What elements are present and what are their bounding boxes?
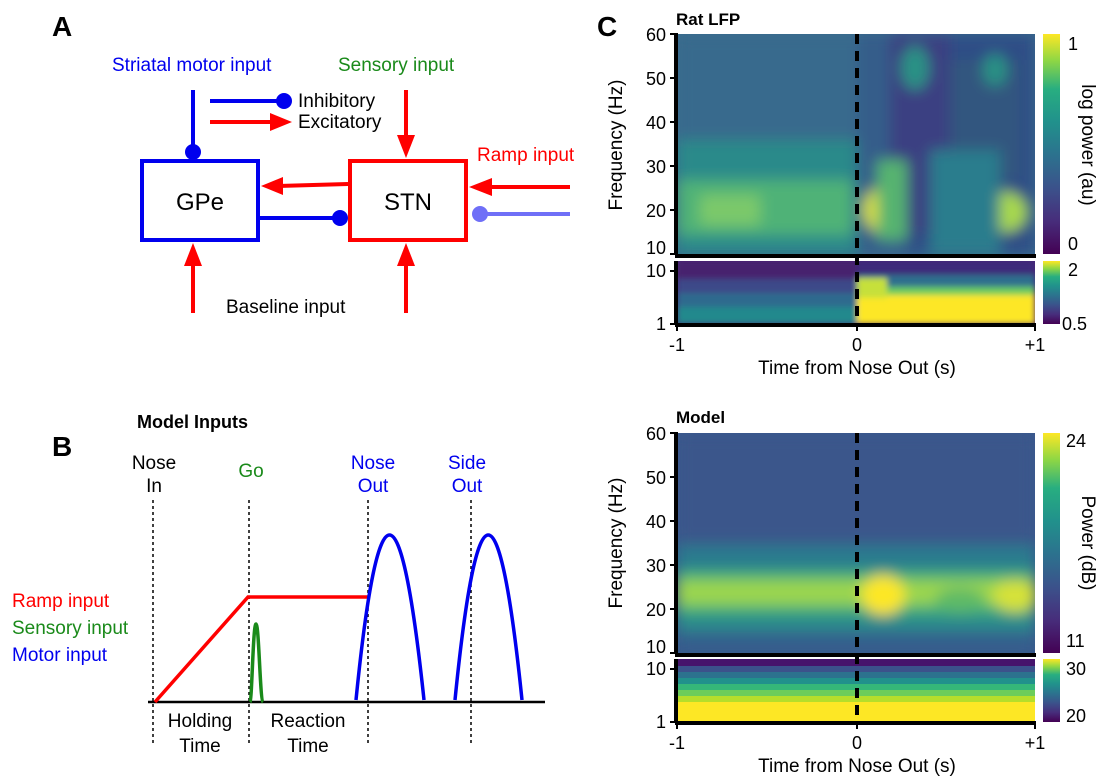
rat-colorbar-upper [1043,34,1060,254]
model-xtick-pos1: +1 [1025,733,1046,753]
rat-xtick-pos1: +1 [1025,335,1046,355]
event-side-out-1: Side [448,453,486,474]
gpe-label: GPe [176,189,224,216]
model-ytick-10: 10 [646,637,666,657]
ramp-input-label: Ramp input [477,145,575,166]
model-xlabel: Time from Nose Out (s) [758,756,956,777]
model-cb-upper-max: 24 [1066,431,1086,451]
rat-cb-lower-min: 0.5 [1062,314,1087,334]
rat-x-ticks [676,325,1036,331]
baseline-input-label: Baseline input [226,297,346,318]
panel-b: B Model Inputs Nose In Go Nose Out Side … [12,412,545,757]
model-colorbar-lower [1043,659,1060,722]
rat-title: Rat LFP [676,10,740,29]
model-ylabel: Frequency (Hz) [606,478,627,609]
ramp-inhibitory-dot [472,206,488,222]
sensory-input-trace [248,622,265,704]
model-upper-heatmap [677,433,1035,653]
model-lower-ytick-10: 10 [646,659,666,679]
baseline-to-gpe-arrowhead [184,243,202,266]
model-cb-lower-max: 30 [1066,659,1086,679]
event-side-out-2: Out [452,476,483,497]
reaction-time-2: Time [287,736,329,757]
event-nose-in-1: Nose [132,453,176,474]
model-ytick-60: 60 [646,424,666,444]
model-y-ticks [670,432,676,723]
panel-a-label: A [52,11,72,42]
rat-colorbar-label: log power (au) [1077,84,1098,205]
panel-c-label: C [597,11,617,42]
model-lower-ytick-1: 1 [656,712,666,732]
ramp-input-trace [153,595,368,704]
motor-input-trace-1 [354,533,426,701]
rat-ytick-20: 20 [646,201,666,221]
legend-motor: Motor input [12,645,108,666]
rat-upper-heatmap [677,34,1035,254]
event-nose-out-1: Nose [351,453,395,474]
rat-xtick-0: 0 [852,335,862,355]
gpe-to-stn-dot [332,210,348,226]
rat-cb-upper-max: 1 [1068,34,1078,54]
rat-lower-ytick-1: 1 [656,314,666,334]
stn-label: STN [384,189,432,216]
model-x-ticks [676,723,1036,729]
rat-ytick-10: 10 [646,238,666,258]
holding-time-2: Time [179,736,221,757]
sensory-to-stn-arrowhead [397,135,415,158]
rat-ytick-30: 30 [646,157,666,177]
sensory-input-label: Sensory input [338,55,455,76]
legend-excitatory-text: Excitatory [298,112,382,133]
model-colorbar-upper [1043,433,1060,653]
reaction-time-1: Reaction [271,711,346,732]
rat-cb-lower-max: 2 [1068,260,1078,280]
gpe-box [140,159,260,242]
inhibitory-legend-dot [276,93,292,109]
event-go: Go [238,461,263,482]
rat-ylabel: Frequency (Hz) [606,80,627,211]
model-cb-upper-min: 11 [1066,631,1085,651]
model-ytick-40: 40 [646,512,666,532]
rat-ytick-60: 60 [646,25,666,45]
excitatory-legend-arrowhead [270,113,292,131]
striatal-to-gpe-dot [185,144,201,160]
model-ytick-50: 50 [646,468,666,488]
rat-xtick-neg1: -1 [669,335,685,355]
model-xtick-0: 0 [852,733,862,753]
panel-c: C Rat LFP [597,10,1098,777]
event-nose-in-2: In [146,476,162,497]
panel-b-label: B [52,431,72,462]
rat-lower-ytick-10: 10 [646,261,666,281]
rat-ytick-40: 40 [646,113,666,133]
motor-input-trace-2 [453,533,524,701]
stn-to-gpe-line [277,182,349,188]
model-xtick-neg1: -1 [669,733,685,753]
event-nose-out-2: Out [358,476,389,497]
model-ytick-20: 20 [646,600,666,620]
holding-time-1: Holding [168,711,232,732]
panel-a: A Striatal motor input Sensory input Ram… [52,11,575,318]
legend-inhibitory-text: Inhibitory [298,91,376,112]
panel-b-title: Model Inputs [137,412,248,432]
rat-cb-upper-min: 0 [1068,234,1078,254]
baseline-to-stn-arrowhead [397,243,415,266]
model-colorbar-label: Power (dB) [1077,495,1098,590]
striatal-input-label: Striatal motor input [112,55,272,76]
model-title: Model [676,408,725,427]
rat-colorbar-lower [1043,261,1060,324]
rat-ytick-50: 50 [646,69,666,89]
rat-xlabel: Time from Nose Out (s) [758,358,956,379]
ramp-to-stn-arrowhead [469,178,492,196]
legend-sensory: Sensory input [12,618,129,639]
model-ytick-30: 30 [646,556,666,576]
stn-to-gpe-arrowhead [261,177,283,195]
model-cb-lower-min: 20 [1066,706,1086,726]
stn-box [348,159,468,242]
legend-ramp: Ramp input [12,591,110,612]
rat-upper-y-ticks [670,33,676,325]
